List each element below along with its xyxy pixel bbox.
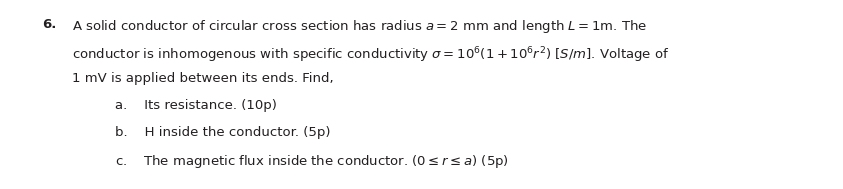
Text: b.    H inside the conductor. (5p): b. H inside the conductor. (5p)	[115, 126, 330, 139]
Text: 1 mV is applied between its ends. Find,: 1 mV is applied between its ends. Find,	[72, 72, 334, 85]
Text: conductor is inhomogenous with specific conductivity $\sigma = 10^6(1 + 10^6r^2): conductor is inhomogenous with specific …	[72, 45, 669, 65]
Text: a.    Its resistance. (10p): a. Its resistance. (10p)	[115, 99, 277, 112]
Text: 6.: 6.	[42, 18, 56, 31]
Text: c.    The magnetic flux inside the conductor. $(0 \leq r \leq a)$ (5p): c. The magnetic flux inside the conducto…	[115, 153, 509, 170]
Text: A solid conductor of circular cross section has radius $a = 2$ mm and length $L : A solid conductor of circular cross sect…	[72, 18, 647, 35]
